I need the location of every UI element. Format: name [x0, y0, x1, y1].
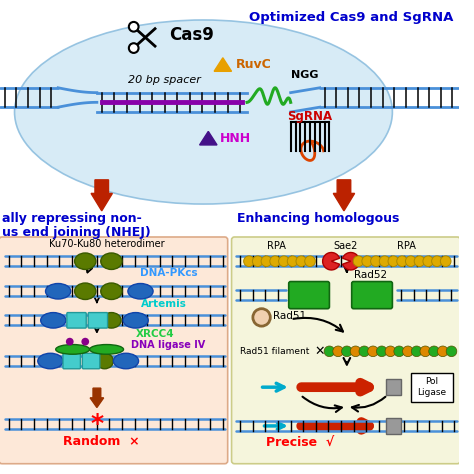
FancyBboxPatch shape	[411, 373, 454, 401]
FancyBboxPatch shape	[0, 237, 228, 464]
FancyBboxPatch shape	[232, 237, 460, 464]
Circle shape	[252, 256, 263, 266]
Circle shape	[253, 309, 270, 326]
Text: Cas9: Cas9	[170, 26, 214, 44]
Circle shape	[129, 22, 138, 32]
Circle shape	[402, 346, 413, 356]
FancyBboxPatch shape	[63, 353, 81, 369]
Text: Random  ×: Random ×	[63, 435, 140, 448]
FancyBboxPatch shape	[67, 312, 86, 328]
Circle shape	[305, 256, 315, 266]
Circle shape	[414, 256, 425, 266]
Circle shape	[368, 346, 378, 356]
FancyBboxPatch shape	[289, 282, 329, 309]
Text: RPA: RPA	[398, 241, 416, 251]
Text: us end joining (NHEJ): us end joining (NHEJ)	[2, 226, 151, 238]
Text: Enhancing homologous: Enhancing homologous	[237, 212, 400, 225]
Text: HNH: HNH	[220, 132, 251, 145]
Ellipse shape	[41, 312, 66, 328]
Ellipse shape	[56, 345, 90, 354]
Text: Pol
Ligase: Pol Ligase	[418, 377, 447, 397]
Bar	[386, 418, 401, 434]
Circle shape	[405, 256, 416, 266]
Circle shape	[438, 346, 448, 356]
Circle shape	[379, 256, 390, 266]
Ellipse shape	[123, 312, 148, 328]
Text: ✕: ✕	[314, 345, 325, 358]
Ellipse shape	[96, 353, 113, 369]
Polygon shape	[200, 131, 217, 145]
Circle shape	[397, 256, 408, 266]
Circle shape	[362, 256, 373, 266]
Text: *: *	[91, 412, 103, 436]
Circle shape	[296, 256, 307, 266]
Circle shape	[388, 256, 399, 266]
Bar	[386, 379, 401, 395]
Ellipse shape	[46, 283, 71, 299]
Circle shape	[359, 346, 370, 356]
Ellipse shape	[90, 345, 124, 354]
Circle shape	[432, 256, 442, 266]
Circle shape	[353, 256, 364, 266]
Ellipse shape	[113, 353, 138, 369]
Circle shape	[394, 346, 404, 356]
Ellipse shape	[74, 253, 96, 269]
Circle shape	[385, 346, 396, 356]
Circle shape	[420, 346, 431, 356]
Text: Rad51 filament: Rad51 filament	[240, 347, 310, 356]
Text: ally repressing non-: ally repressing non-	[2, 212, 142, 225]
Text: SgRNA: SgRNA	[287, 110, 333, 123]
FancyBboxPatch shape	[82, 353, 100, 369]
Circle shape	[66, 338, 73, 346]
Circle shape	[270, 256, 281, 266]
Text: Rad52: Rad52	[354, 270, 387, 280]
Ellipse shape	[101, 253, 122, 269]
FancyBboxPatch shape	[352, 282, 392, 309]
Wedge shape	[343, 253, 359, 270]
Circle shape	[261, 256, 272, 266]
Text: DNA ligase IV: DNA ligase IV	[131, 339, 205, 349]
Text: DNA-PKcs: DNA-PKcs	[140, 268, 198, 278]
Circle shape	[371, 256, 381, 266]
Text: Precise  √: Precise √	[266, 437, 335, 450]
Circle shape	[244, 256, 255, 266]
FancyArrow shape	[91, 180, 112, 211]
FancyArrow shape	[90, 388, 104, 408]
Circle shape	[129, 43, 138, 53]
Circle shape	[350, 346, 361, 356]
Ellipse shape	[128, 283, 153, 299]
Ellipse shape	[102, 312, 121, 328]
Ellipse shape	[15, 20, 392, 204]
Text: Sae2: Sae2	[334, 241, 358, 251]
Circle shape	[287, 256, 298, 266]
Circle shape	[333, 346, 344, 356]
Circle shape	[376, 346, 387, 356]
Polygon shape	[214, 58, 232, 71]
Circle shape	[446, 346, 457, 356]
Text: 20 bp spacer: 20 bp spacer	[128, 75, 201, 85]
Text: Ku70-Ku80 heterodimer: Ku70-Ku80 heterodimer	[49, 239, 164, 249]
Circle shape	[82, 338, 89, 346]
Circle shape	[324, 346, 335, 356]
Wedge shape	[323, 253, 339, 270]
Text: XRCC4: XRCC4	[136, 329, 174, 339]
Text: Artemis: Artemis	[140, 299, 186, 309]
Text: Optimized Cas9 and SgRNA: Optimized Cas9 and SgRNA	[248, 10, 453, 24]
Circle shape	[411, 346, 422, 356]
Text: RuvC: RuvC	[236, 58, 271, 71]
Text: Rad51: Rad51	[273, 311, 306, 321]
Circle shape	[279, 256, 289, 266]
Circle shape	[440, 256, 451, 266]
Text: NGG: NGG	[291, 70, 318, 80]
Circle shape	[342, 346, 352, 356]
Circle shape	[423, 256, 434, 266]
Text: RPA: RPA	[267, 241, 285, 251]
FancyBboxPatch shape	[88, 312, 108, 328]
Ellipse shape	[101, 283, 122, 300]
Ellipse shape	[38, 353, 63, 369]
Circle shape	[428, 346, 439, 356]
Ellipse shape	[74, 283, 96, 300]
FancyArrow shape	[333, 180, 355, 211]
